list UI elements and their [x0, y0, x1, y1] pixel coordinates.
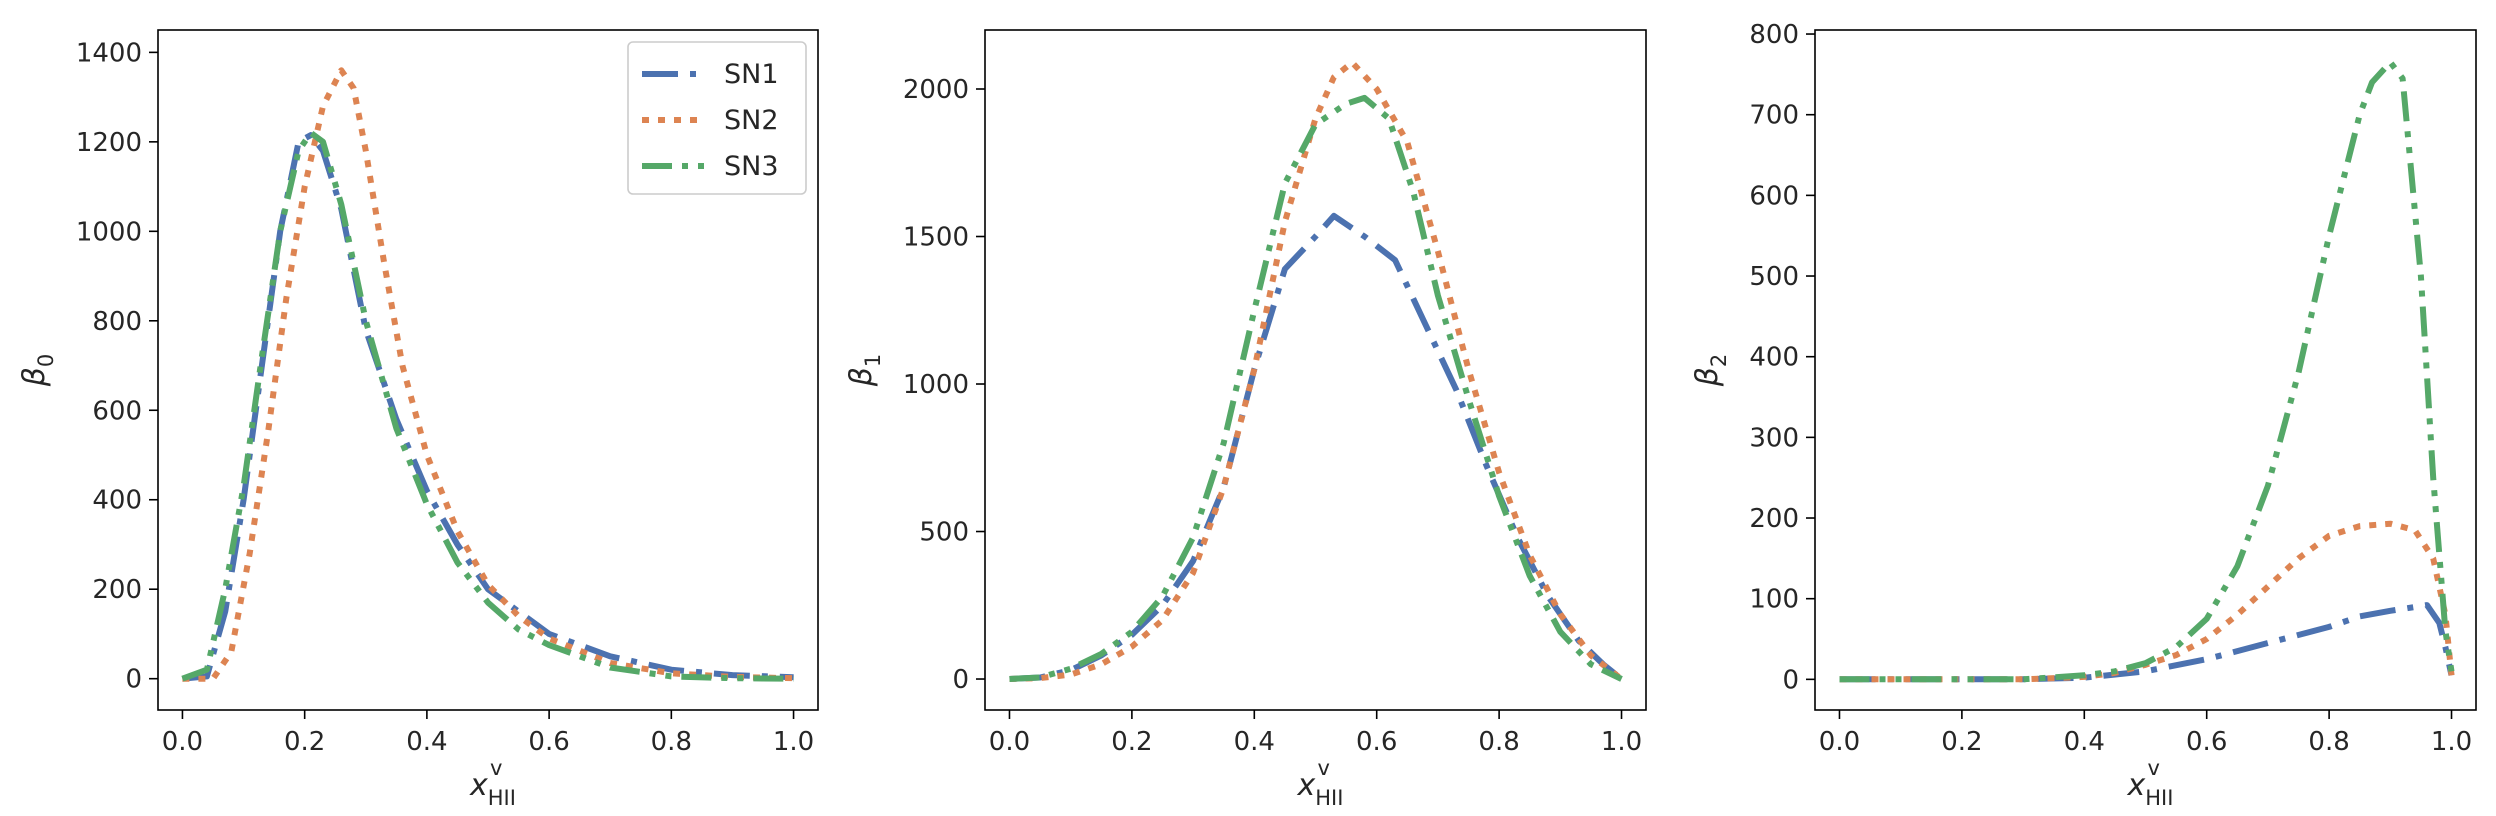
x-tick-label: 0.0: [162, 727, 203, 757]
legend-box: [627, 41, 807, 195]
y-tick-label: 1200: [76, 128, 142, 158]
y-tick-label: 800: [92, 307, 142, 337]
y-tick-label: 1000: [76, 217, 142, 247]
y-tick-label: 400: [1749, 343, 1799, 373]
x-axis-label: xHIIv: [469, 756, 516, 810]
x-tick-label: 0.8: [1478, 727, 1519, 757]
x-tick-label: 0.6: [528, 727, 569, 757]
panel-middle: 0.0 0.2 0.4 0.6 0.8 1.0 0 500 1000 1500 2000 xHIIv β…: [844, 29, 1647, 810]
y-tick-label: 600: [92, 396, 142, 426]
y-tick-label: 200: [1749, 504, 1799, 534]
x-tick-label: 0.2: [1941, 727, 1982, 757]
y-tick-label: 300: [1749, 423, 1799, 453]
x-tick-label: 0.4: [406, 727, 447, 757]
x-tick-label: 0.0: [989, 727, 1030, 757]
x-tick-label: 0.0: [1819, 727, 1860, 757]
y-tick-label: 600: [1749, 181, 1799, 211]
x-tick-label: 0.8: [2308, 727, 2349, 757]
y-tick-label: 500: [919, 518, 969, 548]
series-line-sn2: [1839, 520, 2455, 683]
x-tick-label: 1.0: [2431, 727, 2472, 757]
series-line-sn1: [182, 132, 794, 682]
series-line-sn1: [1839, 602, 2455, 683]
legend-label-sn3: SN3: [724, 151, 779, 182]
series-line-sn3: [1009, 94, 1623, 682]
legend: SN1 SN2 SN3: [627, 41, 807, 195]
x-tick-label: 0.2: [1111, 727, 1152, 757]
panel-left: 0.0 0.2 0.4 0.6 0.8 1.0 0 200 400 600 800 1000 1200 1…: [17, 29, 819, 810]
x-tick-label: 1.0: [1601, 727, 1642, 757]
series-line-sn1: [1009, 212, 1624, 682]
x-tick-label: 0.8: [651, 727, 692, 757]
series-line-sn2: [1009, 59, 1624, 682]
panel-right: 0.0 0.2 0.4 0.6 0.8 1.0 0 100 200 300 400 500 600 700…: [1690, 20, 2477, 810]
series-group: [1009, 59, 1624, 682]
y-axis-label: β1: [844, 354, 885, 388]
y-tick-label: 700: [1749, 101, 1799, 131]
x-tick-label: 0.4: [1234, 727, 1275, 757]
y-tick-label: 0: [952, 665, 969, 695]
y-tick-label: 2000: [903, 75, 969, 105]
y-tick-label: 1000: [903, 370, 969, 400]
series-line-sn2: [182, 67, 794, 682]
y-tick-label: 500: [1749, 262, 1799, 292]
y-axis-label: β0: [17, 354, 58, 388]
series-line-sn3: [1839, 59, 2455, 683]
legend-label-sn1: SN1: [724, 59, 779, 90]
y-axis-label: β2: [1690, 354, 1731, 388]
x-tick-label: 1.0: [773, 727, 814, 757]
x-axis-label: xHIIv: [2127, 756, 2174, 810]
axes-frame: [157, 29, 819, 711]
y-tick-label: 800: [1749, 20, 1799, 50]
axes-frame: [1814, 29, 2477, 711]
y-tick-label: 0: [125, 665, 142, 695]
y-tick-label: 1400: [76, 38, 142, 68]
y-tick-label: 0: [1782, 665, 1799, 695]
x-tick-label: 0.2: [284, 727, 325, 757]
x-axis-label: xHIIv: [1297, 756, 1344, 810]
y-tick-label: 400: [92, 486, 142, 516]
x-tick-label: 0.4: [2064, 727, 2105, 757]
series-group: [181, 67, 794, 682]
series-group: [1839, 59, 2455, 683]
axes-frame: [984, 29, 1647, 711]
y-tick-label: 1500: [903, 223, 969, 253]
x-tick-label: 0.6: [1356, 727, 1397, 757]
y-tick-label: 200: [92, 575, 142, 605]
legend-label-sn2: SN2: [724, 105, 779, 136]
series-line-sn3: [181, 129, 794, 682]
y-tick-label: 100: [1749, 585, 1799, 615]
x-tick-label: 0.6: [2186, 727, 2227, 757]
